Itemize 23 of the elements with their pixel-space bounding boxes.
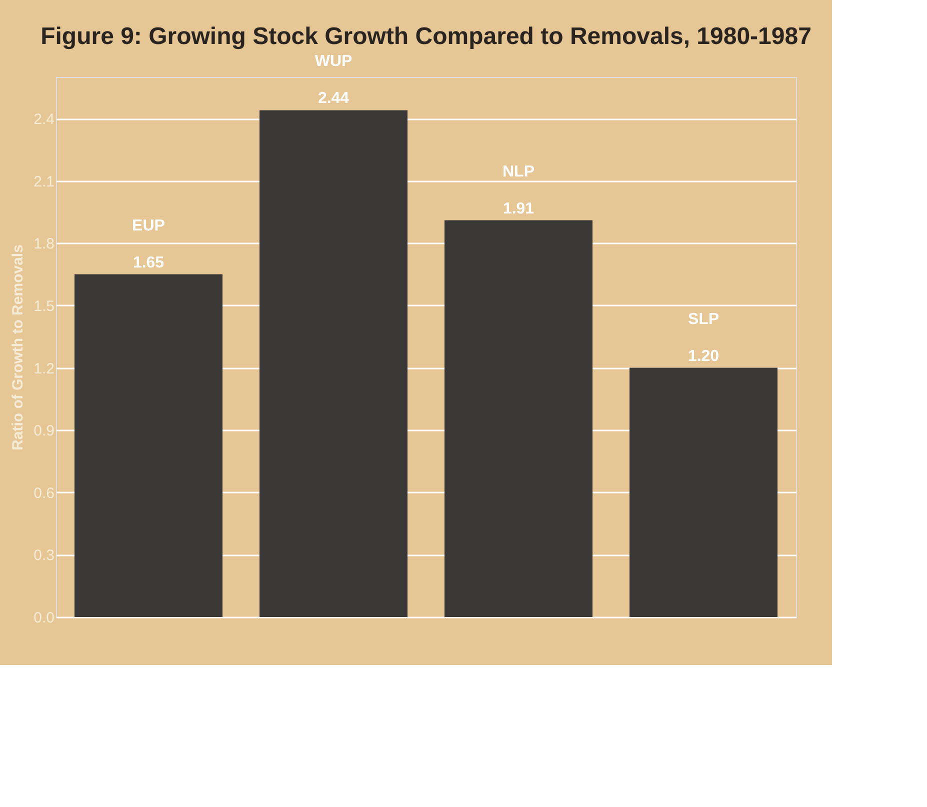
y-tick-label: 1.8 <box>34 236 54 253</box>
y-tick-label: 2.1 <box>34 173 54 190</box>
data-label: 2.44 <box>318 90 350 108</box>
y-tick-label: 2.4 <box>34 111 54 128</box>
bar <box>444 220 592 617</box>
data-label: 1.65 <box>132 254 164 272</box>
y-tick-label: 0.6 <box>34 484 54 502</box>
bar <box>260 110 408 617</box>
x-tick-label: WUP <box>314 53 352 70</box>
x-tick-label: SLP <box>688 310 720 328</box>
y-tick-label: 1.2 <box>34 360 54 378</box>
y-tick-label: 0.9 <box>34 422 54 440</box>
bar <box>74 274 222 617</box>
x-tick-label: NLP <box>502 163 535 180</box>
y-tick-label: 0.0 <box>34 610 54 626</box>
data-label: 1.20 <box>688 348 720 365</box>
data-label: 1.91 <box>502 200 534 218</box>
y-tick-label: 0.3 <box>34 547 54 564</box>
x-tick-label: EUP <box>132 217 166 234</box>
y-tick-label: 1.5 <box>34 298 54 315</box>
bar <box>630 368 778 617</box>
chart-title: Figure 9: Growing Stock Growth Compared to Removals, 1980-1987 <box>40 23 812 50</box>
y-axis-title: Ratio of Growth to Removals <box>10 244 27 450</box>
